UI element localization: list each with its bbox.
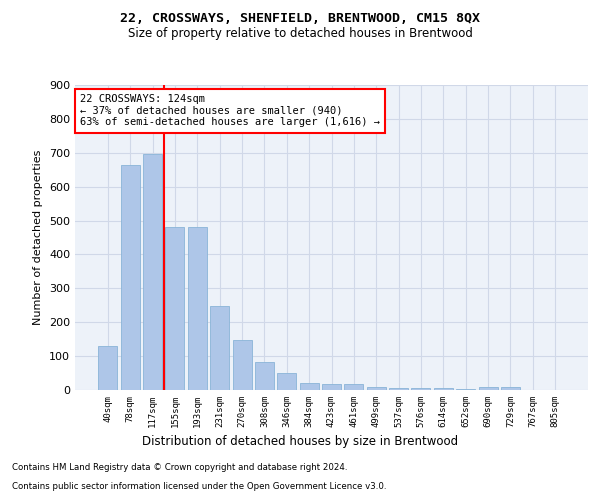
Bar: [456, 389, 475, 390]
Bar: [367, 386, 386, 390]
Bar: [143, 154, 162, 390]
Bar: [434, 388, 453, 390]
Bar: [299, 382, 319, 390]
Bar: [188, 228, 207, 390]
Bar: [344, 384, 364, 390]
Bar: [121, 164, 140, 390]
Bar: [501, 388, 520, 390]
Y-axis label: Number of detached properties: Number of detached properties: [34, 150, 43, 325]
Text: 22 CROSSWAYS: 124sqm
← 37% of detached houses are smaller (940)
63% of semi-deta: 22 CROSSWAYS: 124sqm ← 37% of detached h…: [80, 94, 380, 128]
Bar: [233, 340, 251, 390]
Bar: [322, 384, 341, 390]
Bar: [277, 373, 296, 390]
Text: Contains HM Land Registry data © Crown copyright and database right 2024.: Contains HM Land Registry data © Crown c…: [12, 464, 347, 472]
Bar: [166, 228, 184, 390]
Bar: [255, 362, 274, 390]
Text: 22, CROSSWAYS, SHENFIELD, BRENTWOOD, CM15 8QX: 22, CROSSWAYS, SHENFIELD, BRENTWOOD, CM1…: [120, 12, 480, 26]
Text: Distribution of detached houses by size in Brentwood: Distribution of detached houses by size …: [142, 435, 458, 448]
Bar: [98, 346, 118, 390]
Text: Contains public sector information licensed under the Open Government Licence v3: Contains public sector information licen…: [12, 482, 386, 491]
Bar: [479, 386, 497, 390]
Bar: [412, 388, 430, 390]
Bar: [210, 306, 229, 390]
Bar: [389, 388, 408, 390]
Text: Size of property relative to detached houses in Brentwood: Size of property relative to detached ho…: [128, 28, 472, 40]
